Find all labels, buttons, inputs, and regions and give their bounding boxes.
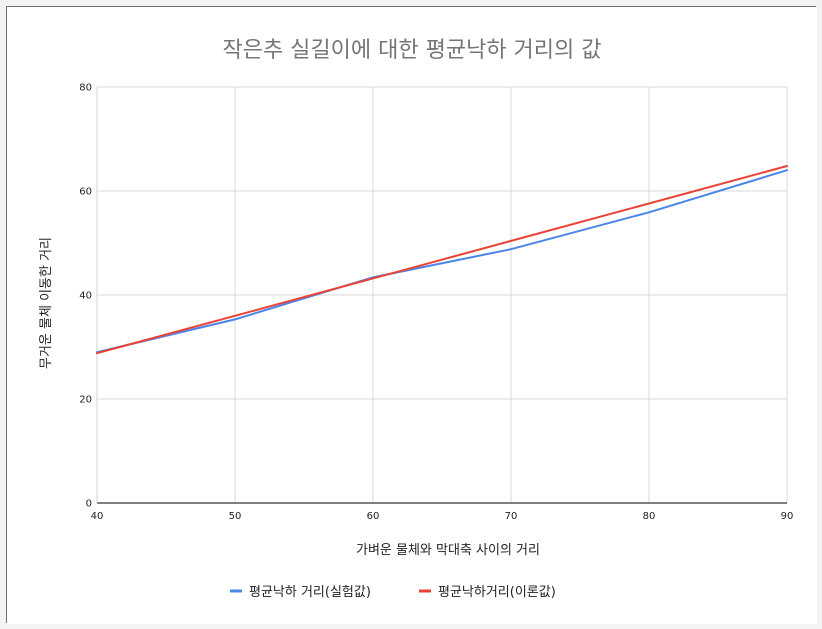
y-tick-label: 0 [86, 499, 92, 510]
x-tick-label: 50 [229, 511, 242, 522]
chart-card: 작은추 실길이에 대한 평균낙하 거리의 값 0 20 40 60 80 40 50 60 70… [6, 6, 817, 624]
y-axis-title: 무거운 물체 이동한 거리 [39, 237, 54, 369]
series-line-experimental [96, 169, 788, 354]
legend-label-experimental: 평균낙하 거리(실험값) [249, 585, 371, 600]
x-tick-label: 70 [505, 511, 518, 522]
grid-lines [97, 86, 788, 503]
x-tick-label: 80 [643, 511, 656, 522]
axes [96, 87, 787, 504]
series-lines [96, 165, 788, 355]
line-chart: 작은추 실길이에 대한 평균낙하 거리의 값 0 20 40 60 80 40 50 60 70… [7, 7, 817, 624]
x-tick-label: 90 [781, 511, 794, 522]
chart-background [7, 7, 817, 624]
y-tick-label: 40 [79, 291, 92, 302]
x-tick-label: 60 [367, 511, 380, 522]
x-tick-label: 40 [91, 511, 104, 522]
legend-label-theoretical: 평균낙하거리(이론값) [438, 585, 556, 600]
y-tick-label: 80 [79, 83, 92, 94]
tick-labels: 0 20 40 60 80 40 50 60 70 80 90 [79, 83, 793, 523]
legend: 평균낙하 거리(실험값) 평균낙하거리(이론값) [230, 585, 556, 600]
y-tick-label: 60 [79, 187, 92, 198]
chart-title: 작은추 실길이에 대한 평균낙하 거리의 값 [222, 38, 601, 63]
y-tick-label: 20 [79, 395, 92, 406]
x-axis-title: 가벼운 물체와 막대축 사이의 거리 [356, 543, 540, 558]
series-line-theoretical [96, 165, 788, 355]
